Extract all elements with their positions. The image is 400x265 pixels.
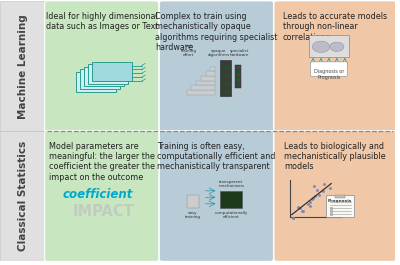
Point [290,216,297,220]
Bar [222,65,230,70]
Text: coefficient: coefficient [63,188,133,201]
Point [314,188,320,192]
FancyBboxPatch shape [159,1,274,132]
FancyBboxPatch shape [274,131,396,261]
Bar [309,35,349,57]
Bar [222,73,230,78]
FancyBboxPatch shape [159,131,274,261]
Text: easy
training: easy training [185,211,201,219]
FancyBboxPatch shape [274,1,396,132]
Bar [222,89,230,94]
Bar [187,90,215,95]
Text: transparent
mechanisms: transparent mechanisms [218,180,244,188]
Bar [210,67,215,72]
Point [311,184,318,188]
Bar [196,81,215,85]
Bar [236,82,239,86]
Bar [206,72,215,76]
FancyBboxPatch shape [45,131,159,261]
Text: Ideal for highly dimensional
data such as Images or Text: Ideal for highly dimensional data such a… [46,12,158,31]
Bar [192,85,215,90]
Point [327,186,334,190]
Bar [220,60,231,96]
FancyBboxPatch shape [0,131,46,261]
Point [309,197,316,201]
Text: Classical Statistics: Classical Statistics [18,141,28,251]
Text: Machine Learning: Machine Learning [18,14,28,119]
FancyBboxPatch shape [76,72,116,91]
FancyBboxPatch shape [326,196,354,217]
Point [316,193,322,197]
Bar [236,75,239,80]
Point [297,206,303,210]
Bar [330,213,332,215]
Text: opaque
algorithms: opaque algorithms [207,48,230,57]
Point [321,182,327,186]
FancyBboxPatch shape [45,1,159,132]
Point [305,202,311,206]
Circle shape [312,41,330,52]
Text: Prognosis: Prognosis [328,199,352,203]
Bar [187,195,199,208]
FancyBboxPatch shape [0,1,46,131]
Text: Diagnosis or
Prognosis: Diagnosis or Prognosis [314,69,344,80]
Bar [201,76,215,81]
Point [290,216,296,220]
FancyBboxPatch shape [88,64,128,84]
Point [295,205,301,209]
Point [299,209,305,213]
FancyBboxPatch shape [92,62,132,81]
Bar [330,210,332,212]
FancyBboxPatch shape [310,62,347,76]
Bar [335,195,345,198]
Text: IMPACT: IMPACT [73,204,135,219]
Point [311,194,318,198]
Text: computationally
efficient: computationally efficient [214,211,248,219]
Bar [330,207,332,209]
Circle shape [330,42,344,51]
FancyBboxPatch shape [84,67,124,86]
Bar [222,81,230,86]
Point [300,209,306,213]
Bar [236,69,239,73]
Text: Training is often easy,
computationally efficient and
mechanistically transparen: Training is often easy, computationally … [157,142,276,171]
Text: Leads to biologically and
mechanistically plausible
models: Leads to biologically and mechanisticall… [284,142,386,171]
Text: specialist
hardware: specialist hardware [230,48,249,57]
Bar [234,65,241,88]
Text: Model parameters are
meaningful: the larger the
coefficient the greater the
impa: Model parameters are meaningful: the lar… [49,142,155,182]
Bar [220,191,242,208]
Point [310,196,316,200]
Text: high
training
effort: high training effort [181,44,197,57]
Text: Leads to accurate models
through non-linear
correlations: Leads to accurate models through non-lin… [283,12,387,42]
Point [320,189,326,193]
Text: Complex to train using
mechanistically opaque
algorithms requiring specialist
ha: Complex to train using mechanistically o… [155,12,278,52]
Point [306,200,313,204]
FancyBboxPatch shape [80,69,120,89]
Point [307,204,313,208]
